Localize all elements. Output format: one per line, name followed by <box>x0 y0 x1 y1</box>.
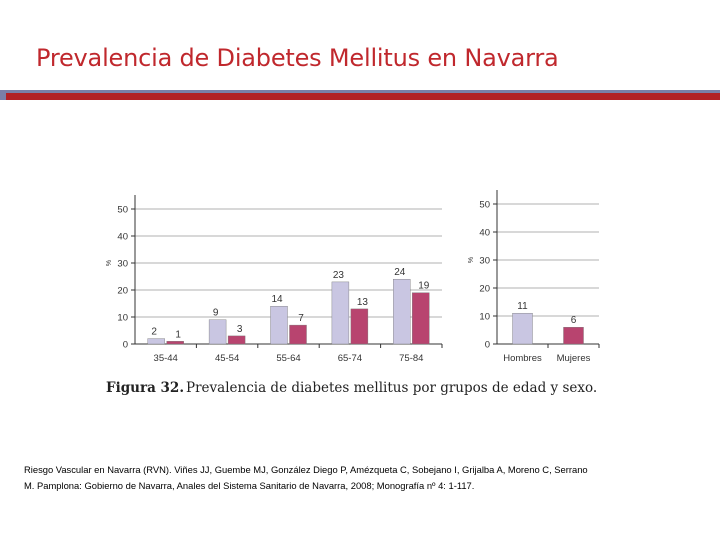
chart-sex: 0 10 20 30 40 50% 11 Hombres 6 Mujeres <box>468 190 600 364</box>
bar <box>289 324 307 345</box>
y-tick-label: 10 <box>479 312 490 323</box>
bar <box>270 305 288 345</box>
data-label: 6 <box>571 315 577 326</box>
x-tick-label: 55-64 <box>276 353 300 364</box>
x-tick-label: 75-84 <box>399 353 423 364</box>
reference-line-2: M. Pamplona: Gobierno de Navarra, Anales… <box>24 480 475 491</box>
title-divider-band <box>0 93 720 100</box>
data-label: 24 <box>394 267 406 278</box>
x-tick-label: 35-44 <box>154 353 178 364</box>
data-label: 19 <box>418 281 430 292</box>
title-divider-line <box>0 90 720 93</box>
data-label: 2 <box>151 327 157 338</box>
data-label: 3 <box>237 324 243 335</box>
bar <box>227 335 246 345</box>
y-tick-label: 30 <box>117 259 128 270</box>
data-label: 14 <box>271 294 283 305</box>
figure-caption-text: Prevalencia de diabetes mellitus por gru… <box>186 380 597 396</box>
divider-accent <box>0 90 6 100</box>
bar <box>563 326 584 345</box>
bar <box>208 319 227 345</box>
data-label: 1 <box>175 329 181 340</box>
x-tick-label: Mujeres <box>557 353 591 364</box>
x-tick-label: Hombres <box>503 353 542 364</box>
bar <box>512 312 533 345</box>
bar <box>166 341 184 345</box>
bar <box>412 292 430 345</box>
data-label: 13 <box>357 297 369 308</box>
bar <box>393 278 411 345</box>
y-tick-label: 20 <box>117 286 128 297</box>
x-tick-label: 65-74 <box>338 353 362 364</box>
figure-caption-label: Figura 32. <box>106 380 184 396</box>
reference-line-1: Riesgo Vascular en Navarra (RVN). Viñes … <box>24 464 588 475</box>
y-tick-label: 40 <box>117 232 128 243</box>
data-label: 7 <box>298 313 304 324</box>
y-axis-label: % <box>468 257 475 263</box>
bar <box>147 338 165 345</box>
data-label: 11 <box>517 301 528 312</box>
slide-title: Prevalencia de Diabetes Mellitus en Nava… <box>36 44 559 72</box>
y-tick-label: 10 <box>117 313 128 324</box>
y-tick-label: 50 <box>117 205 128 216</box>
data-label: 9 <box>213 308 219 319</box>
y-tick-label: 0 <box>123 340 128 351</box>
bar <box>331 281 350 345</box>
data-label: 23 <box>333 270 345 281</box>
y-tick-label: 30 <box>479 256 490 267</box>
x-tick-label: 45-54 <box>215 353 239 364</box>
y-tick-label: 0 <box>485 340 490 351</box>
chart-age-groups: 0 10 20 30 40 50% 2 1 35-44 9 3 45-54 14 7 55-64 23 13 65… <box>106 195 443 364</box>
bar <box>350 308 369 345</box>
reference-text: Riesgo Vascular en Navarra (RVN). Viñes … <box>24 462 704 494</box>
y-tick-label: 50 <box>479 200 490 211</box>
y-axis-label: % <box>106 260 113 266</box>
y-tick-label: 40 <box>479 228 490 239</box>
y-tick-label: 20 <box>479 284 490 295</box>
